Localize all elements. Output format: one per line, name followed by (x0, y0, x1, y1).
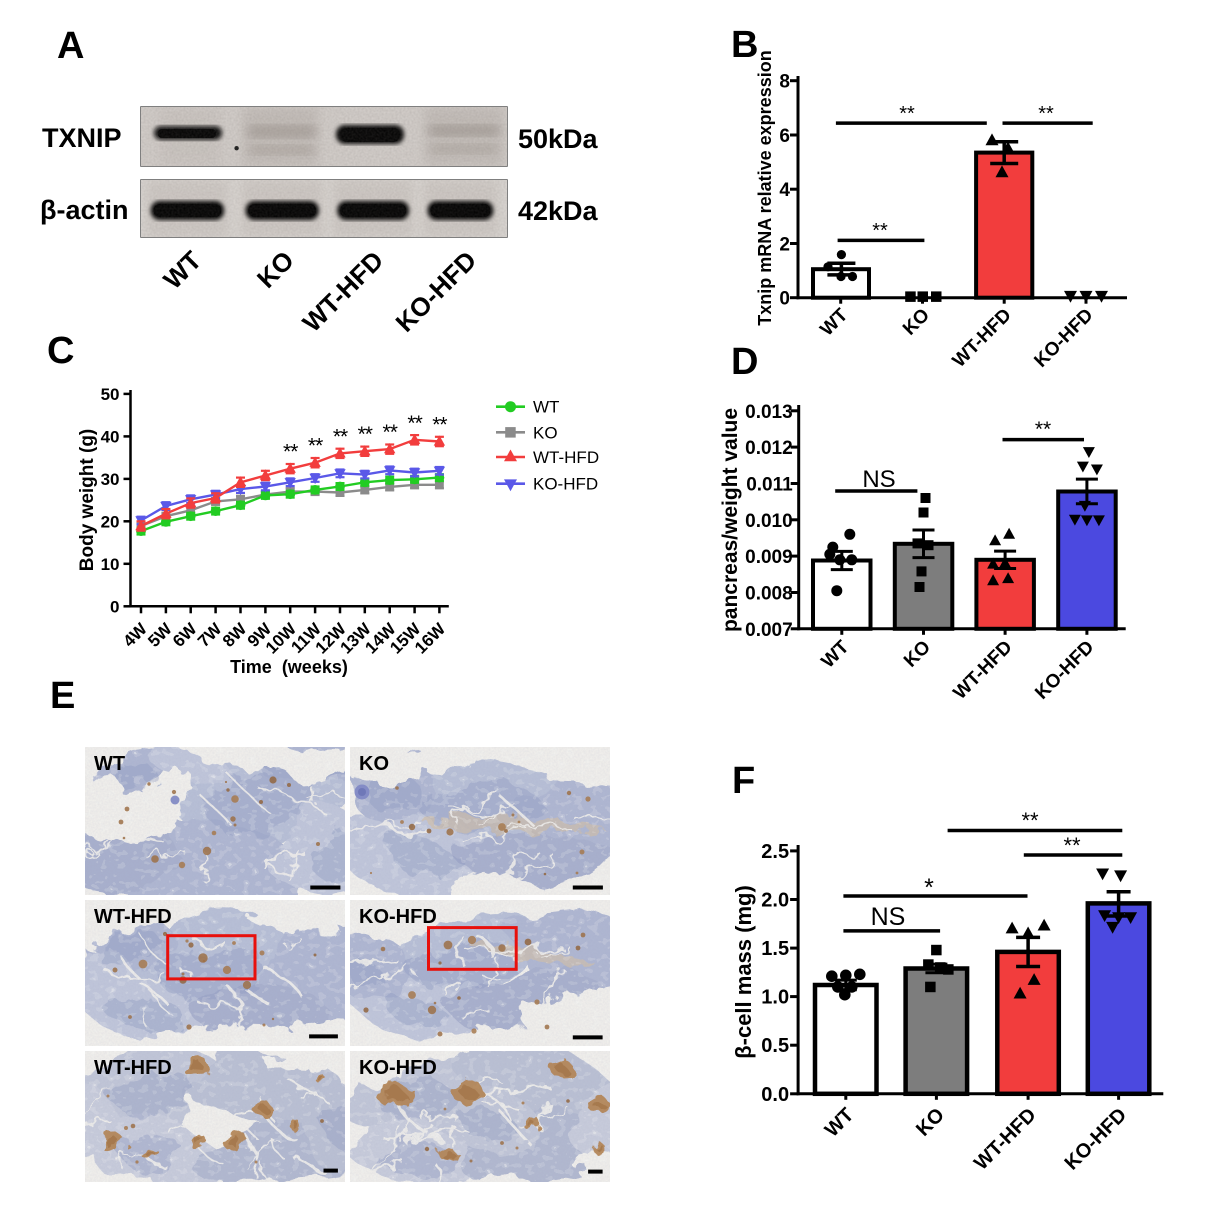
svg-text:Body weight (g): Body weight (g) (77, 429, 98, 571)
svg-text:NS: NS (871, 903, 906, 931)
svg-text:B: B (731, 24, 758, 66)
svg-text:**: ** (1021, 808, 1039, 833)
svg-text:KO-HFD: KO-HFD (533, 475, 598, 494)
svg-text:0.013: 0.013 (745, 402, 793, 423)
svg-text:β-cell mass (mg): β-cell mass (mg) (731, 885, 756, 1059)
svg-text:KO-HFD: KO-HFD (359, 906, 437, 928)
svg-text:WT: WT (94, 753, 125, 775)
svg-text:0.012: 0.012 (745, 438, 793, 459)
svg-text:**: ** (899, 103, 915, 125)
svg-text:KO: KO (359, 753, 389, 775)
svg-text:2.0: 2.0 (761, 890, 789, 912)
svg-text:1.0: 1.0 (761, 987, 789, 1009)
svg-text:0.010: 0.010 (745, 511, 793, 532)
svg-text:0.007: 0.007 (745, 620, 793, 641)
svg-text:**: ** (283, 441, 298, 464)
svg-text:**: ** (407, 412, 422, 435)
svg-text:**: ** (1063, 833, 1081, 858)
svg-text:0.008: 0.008 (745, 584, 793, 605)
svg-text:C: C (47, 330, 74, 372)
svg-text:TXNIP: TXNIP (42, 123, 122, 153)
svg-text:0.0: 0.0 (761, 1084, 789, 1106)
svg-text:20: 20 (101, 512, 120, 531)
svg-text:**: ** (1035, 418, 1051, 441)
svg-text:Txnip mRNA relative expression: Txnip mRNA relative expression (755, 50, 775, 325)
svg-text:0: 0 (110, 597, 119, 616)
svg-text:KO: KO (533, 423, 558, 442)
svg-text:**: ** (358, 423, 373, 446)
svg-text:0: 0 (779, 289, 790, 310)
svg-text:NS: NS (862, 466, 895, 493)
svg-text:2.5: 2.5 (761, 841, 789, 863)
svg-text:8: 8 (779, 72, 790, 93)
svg-text:F: F (732, 760, 755, 802)
svg-text:30: 30 (101, 470, 120, 489)
svg-text:**: ** (432, 414, 447, 437)
svg-text:42kDa: 42kDa (518, 196, 599, 226)
svg-text:**: ** (1038, 103, 1054, 125)
svg-text:**: ** (333, 425, 348, 448)
svg-text:10: 10 (101, 555, 120, 574)
svg-text:0.011: 0.011 (746, 475, 793, 496)
svg-text:KO-HFD: KO-HFD (359, 1057, 437, 1079)
svg-text:**: ** (383, 421, 398, 444)
svg-text:4: 4 (779, 180, 790, 201)
svg-text:WT-HFD: WT-HFD (94, 906, 172, 928)
svg-text:2: 2 (779, 235, 790, 256)
svg-text:WT-HFD: WT-HFD (94, 1057, 172, 1079)
svg-text:50: 50 (101, 385, 120, 404)
svg-text:50kDa: 50kDa (518, 124, 599, 154)
svg-text:*: * (924, 874, 934, 902)
svg-text:**: ** (308, 435, 323, 458)
svg-text:E: E (50, 675, 75, 717)
svg-text:D: D (731, 341, 758, 383)
svg-text:0.5: 0.5 (761, 1035, 789, 1057)
svg-text:WT: WT (533, 398, 559, 417)
svg-text:6: 6 (779, 126, 790, 147)
svg-text:WT-HFD: WT-HFD (533, 448, 599, 467)
svg-text:**: ** (872, 220, 888, 242)
svg-text:0.009: 0.009 (745, 547, 793, 568)
svg-text:pancreas/weight value: pancreas/weight value (719, 408, 742, 632)
svg-text:β-actin: β-actin (40, 195, 129, 225)
svg-text:Time (weeks): Time (weeks) (230, 657, 348, 677)
svg-text:A: A (57, 25, 84, 67)
svg-text:40: 40 (101, 427, 120, 446)
svg-text:1.5: 1.5 (761, 938, 789, 960)
